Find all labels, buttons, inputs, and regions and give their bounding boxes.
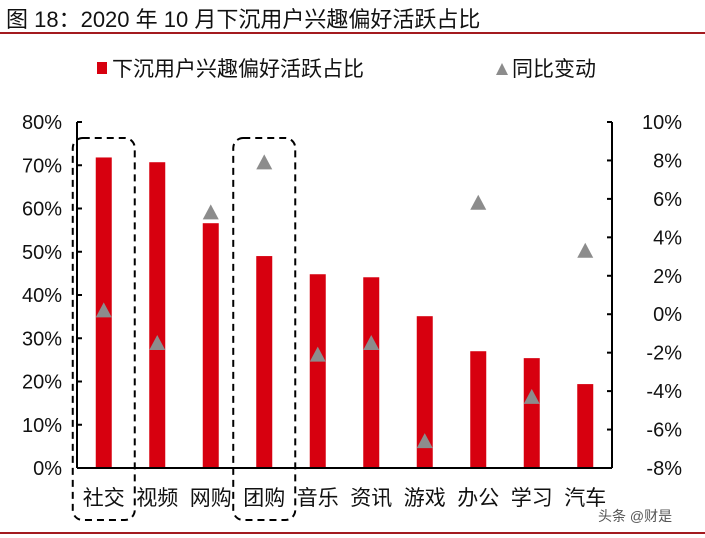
point-汽车 bbox=[577, 242, 594, 258]
bar-办公 bbox=[470, 351, 487, 468]
category-label: 学习 bbox=[511, 487, 553, 510]
bar-网购 bbox=[202, 223, 219, 468]
right-tick-label: 0% bbox=[653, 304, 682, 326]
right-tick-label: -4% bbox=[646, 381, 682, 403]
point-音乐 bbox=[309, 346, 326, 362]
legend-bar-swatch bbox=[97, 62, 107, 74]
category-label: 社交 bbox=[83, 487, 125, 510]
left-tick-label: 30% bbox=[22, 328, 62, 350]
point-游戏 bbox=[416, 433, 433, 449]
left-tick-label: 20% bbox=[22, 372, 62, 394]
legend-bar-label: 下沉用户兴趣偏好活跃占比 bbox=[112, 58, 364, 81]
point-资讯 bbox=[363, 335, 380, 351]
watermark: 头条 @财是 bbox=[598, 508, 672, 524]
point-团购 bbox=[256, 154, 273, 170]
point-办公 bbox=[470, 194, 487, 210]
right-tick-label: 2% bbox=[653, 266, 682, 288]
category-label: 游戏 bbox=[404, 487, 446, 510]
category-label: 汽车 bbox=[564, 487, 606, 510]
bar-视频 bbox=[149, 162, 166, 468]
bar-团购 bbox=[256, 256, 273, 468]
left-tick-label: 70% bbox=[22, 155, 62, 177]
category-label: 音乐 bbox=[297, 487, 339, 510]
left-tick-label: 10% bbox=[22, 415, 62, 437]
bar-资讯 bbox=[363, 277, 380, 468]
point-网购 bbox=[202, 204, 219, 220]
legend-triangle-swatch bbox=[496, 63, 508, 75]
right-tick-label: 4% bbox=[653, 227, 682, 249]
bar-音乐 bbox=[309, 274, 326, 468]
bar-汽车 bbox=[577, 384, 594, 468]
point-视频 bbox=[149, 335, 166, 351]
bar-游戏 bbox=[416, 316, 433, 468]
bottom-divider bbox=[0, 532, 705, 534]
point-学习 bbox=[523, 388, 540, 404]
figure-title: 图 18：2020 年 10 月下沉用户兴趣偏好活跃占比 bbox=[6, 7, 481, 32]
left-tick-label: 50% bbox=[22, 242, 62, 264]
category-label: 办公 bbox=[457, 487, 499, 510]
category-label: 团购 bbox=[243, 487, 285, 510]
highlight-box-社交 bbox=[71, 137, 136, 521]
left-tick-label: 0% bbox=[33, 458, 62, 480]
left-tick-label: 40% bbox=[22, 285, 62, 307]
right-tick-label: 10% bbox=[642, 112, 682, 134]
right-tick-label: 6% bbox=[653, 189, 682, 211]
category-label: 资讯 bbox=[350, 487, 392, 510]
right-tick-label: 8% bbox=[653, 150, 682, 172]
left-tick-label: 60% bbox=[22, 199, 62, 221]
right-tick-label: -2% bbox=[646, 343, 682, 365]
point-社交 bbox=[95, 302, 112, 318]
category-label: 网购 bbox=[190, 487, 232, 510]
highlight-box-团购 bbox=[232, 137, 297, 521]
bar-学习 bbox=[523, 358, 540, 468]
legend-scatter-label: 同比变动 bbox=[512, 58, 596, 81]
title-divider bbox=[0, 32, 705, 34]
left-tick-label: 80% bbox=[22, 112, 62, 134]
legend: 下沉用户兴趣偏好活跃占比 同比变动 bbox=[97, 58, 596, 81]
category-label: 视频 bbox=[136, 487, 178, 510]
right-tick-label: -8% bbox=[646, 458, 682, 480]
right-tick-label: -6% bbox=[646, 420, 682, 442]
